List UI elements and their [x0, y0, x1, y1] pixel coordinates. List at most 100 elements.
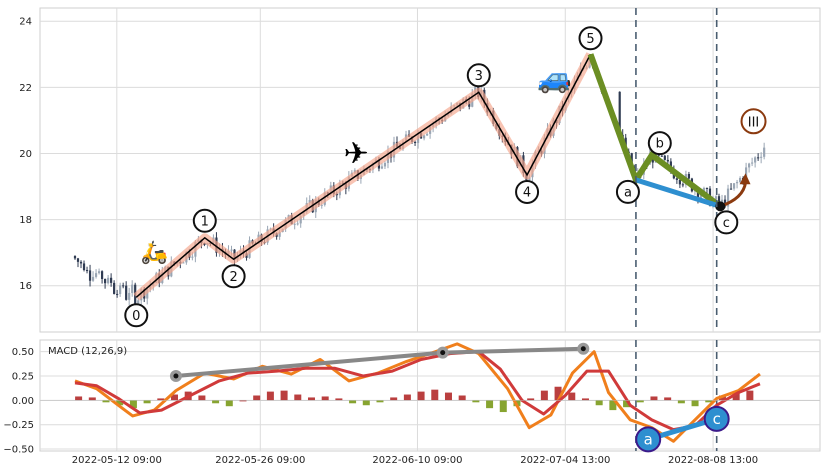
candle-body: [131, 284, 134, 293]
wave-label: 5: [586, 32, 594, 47]
wave-label-circle: [466, 63, 491, 88]
macd-histogram-bar: [458, 395, 466, 401]
candle-body: [748, 163, 751, 168]
wave-label-circle: [615, 179, 640, 204]
macd-histogram-bar: [664, 397, 672, 401]
macd-histogram-bar: [157, 398, 165, 401]
divergence-node-dot: [173, 373, 179, 379]
candle-body: [293, 223, 296, 225]
macd-histogram-bar: [170, 394, 178, 401]
car-icon: 🚙: [537, 61, 572, 94]
macd-histogram-bar: [143, 400, 151, 404]
macd-histogram-bar: [129, 400, 137, 409]
candle-body: [729, 188, 733, 190]
wave-label: c: [723, 216, 730, 231]
macd-histogram-bar: [540, 390, 548, 401]
candle-body: [94, 273, 98, 277]
wave-label-circle: [221, 264, 246, 289]
candle-body: [705, 187, 709, 189]
airplane-icon: ✈: [344, 136, 369, 171]
wave-label: b: [656, 137, 664, 152]
candle-body: [714, 196, 718, 200]
macd-histogram-bar: [417, 391, 425, 401]
wave-label-circle: [714, 210, 739, 235]
candle-body: [110, 277, 113, 283]
macd-histogram-bar: [88, 397, 96, 401]
projection-arrowhead: [739, 173, 751, 185]
macd-histogram-bar: [212, 400, 220, 404]
macd-histogram-bar: [198, 395, 206, 401]
divergence-node-dot: [440, 350, 446, 356]
candle-body: [278, 232, 281, 237]
macd-histogram-bar: [266, 391, 274, 401]
projection-label-circle: [740, 108, 767, 135]
candle-body: [125, 285, 128, 300]
y-tick-label: 16: [19, 281, 32, 292]
wave-label: 2: [229, 270, 237, 285]
candle-body: [76, 258, 80, 262]
macd-histogram-bar: [403, 394, 411, 401]
y-tick-label: 18: [19, 215, 32, 226]
macd-histogram-bar: [527, 398, 535, 401]
macd-y-tick-label: 0.50: [12, 347, 34, 358]
macd-histogram-bar: [321, 396, 329, 401]
macd-histogram-bar: [431, 389, 439, 401]
wave-label-circle: [515, 179, 540, 204]
macd-wave-circle: [703, 405, 730, 432]
candle-body: [116, 293, 119, 295]
candle-body: [380, 166, 384, 169]
macd-histogram-bar: [486, 400, 494, 409]
macd-wave-circle: [635, 426, 662, 453]
macd-histogram-bar: [609, 400, 617, 411]
macd-histogram-bar: [595, 400, 603, 406]
macd-y-tick-label: 0.00: [12, 396, 34, 407]
candle-body: [91, 276, 95, 281]
candle-body: [678, 179, 681, 185]
macd-y-tick-label: −0.50: [3, 445, 34, 456]
candle-body: [751, 162, 754, 164]
macd-histogram-bar: [650, 396, 658, 401]
macd-histogram-bar: [636, 400, 644, 403]
macd-histogram-bar: [253, 395, 261, 401]
corrective-wave-line: [587, 53, 723, 209]
candle-body: [675, 178, 678, 180]
scooter-icon: 🛵: [141, 239, 168, 265]
candle-body: [122, 285, 125, 287]
y-tick-label: 20: [19, 149, 32, 160]
macd-histogram-bar: [116, 400, 124, 406]
candle-body: [103, 278, 107, 284]
macd-wave-label: c: [713, 410, 721, 428]
macd-y-tick-label: 0.25: [12, 372, 34, 383]
macd-histogram-bar: [623, 400, 631, 408]
macd-histogram-bar: [554, 386, 562, 401]
candle-body: [763, 147, 766, 157]
macd-histogram-bar: [239, 400, 247, 402]
macd-histogram-bar: [225, 400, 233, 407]
wave-label-circle: [578, 26, 603, 51]
projection-label: III: [748, 115, 760, 130]
candle-body: [735, 181, 739, 184]
candle-body: [296, 223, 299, 225]
candle-body: [699, 194, 703, 198]
macd-histogram-bar: [499, 400, 507, 413]
x-tick-label: 2022-08-08 13:00: [668, 455, 758, 466]
wave-c-endpoint: [715, 201, 726, 212]
macd-histogram-bar: [581, 398, 589, 401]
wave-label: 3: [475, 69, 483, 84]
candle-body: [299, 216, 302, 224]
macd-histogram-bar: [294, 394, 302, 401]
macd-histogram-bar: [390, 397, 398, 401]
a-c-trendline: [635, 177, 722, 209]
wave-label: 4: [523, 185, 531, 200]
candle-body: [128, 292, 131, 300]
candle-body: [696, 189, 700, 198]
candle-body: [113, 282, 116, 294]
macd-histogram-bar: [102, 400, 110, 403]
macd-panel: 0.50 0.25 0.00 −0.25 −0.50 MACD (12,26,9) a c: [3, 339, 821, 456]
y-tick-label: 24: [19, 17, 32, 28]
candle-body: [383, 162, 387, 167]
candle-body: [97, 271, 101, 274]
candle-body: [744, 167, 748, 181]
